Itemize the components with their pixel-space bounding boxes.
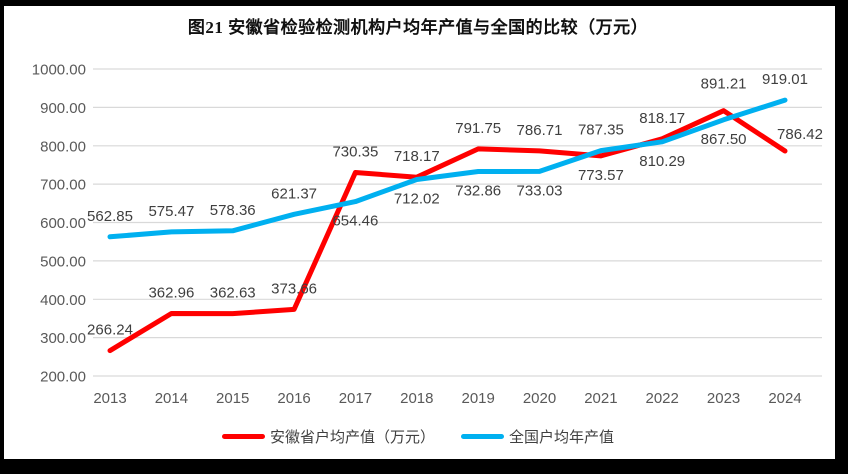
- page-edge-left: [0, 0, 4, 474]
- data-label: 562.85: [87, 208, 133, 225]
- x-tick-label: 2023: [707, 390, 740, 407]
- data-label: 373.66: [271, 280, 317, 297]
- page-edge-bottom: [0, 459, 848, 474]
- data-label: 575.47: [148, 203, 194, 220]
- data-label: 621.37: [271, 185, 317, 202]
- data-label: 786.42: [777, 126, 823, 143]
- x-tick-label: 2020: [523, 390, 556, 407]
- x-tick-label: 2016: [277, 390, 310, 407]
- data-label: 810.29: [639, 153, 685, 170]
- chart-legend: 安徽省户均产值（万元） 全国户均年产值: [0, 426, 836, 447]
- data-label: 818.17: [639, 110, 685, 127]
- x-tick-label: 2024: [768, 390, 801, 407]
- y-tick-label: 500.00: [40, 253, 86, 270]
- data-label: 654.46: [332, 213, 378, 230]
- data-label: 773.57: [578, 167, 624, 184]
- y-tick-label: 800.00: [40, 138, 86, 155]
- page-edge-right: [835, 0, 848, 474]
- data-label: 732.86: [455, 183, 501, 200]
- data-label: 733.03: [517, 182, 563, 199]
- legend-item-national: 全国户均年产值: [461, 426, 614, 447]
- data-label: 786.71: [517, 122, 563, 139]
- legend-item-anhui: 安徽省户均产值（万元）: [221, 426, 435, 447]
- y-tick-label: 200.00: [40, 369, 86, 386]
- data-label: 787.35: [578, 122, 624, 139]
- y-tick-label: 900.00: [40, 100, 86, 117]
- y-tick-label: 1000.00: [32, 62, 86, 79]
- data-label: 266.24: [87, 322, 133, 339]
- x-tick-label: 2014: [155, 390, 188, 407]
- data-label: 791.75: [455, 120, 501, 137]
- legend-label-national: 全国户均年产值: [509, 429, 615, 446]
- data-label: 362.63: [210, 285, 256, 302]
- data-label: 891.21: [701, 76, 747, 93]
- legend-swatch-national-line: [461, 434, 504, 439]
- y-tick-label: 600.00: [40, 215, 86, 232]
- data-label: 362.96: [148, 285, 194, 302]
- series-line-0: [107, 108, 788, 354]
- x-tick-label: 2018: [400, 390, 433, 407]
- series-line-1: [107, 97, 788, 240]
- data-label: 712.02: [394, 191, 440, 208]
- data-label: 919.01: [762, 71, 808, 88]
- y-tick-label: 400.00: [40, 292, 86, 309]
- legend-label-anhui: 安徽省户均产值（万元）: [269, 429, 435, 446]
- x-tick-label: 2015: [216, 390, 249, 407]
- x-tick-label: 2017: [339, 390, 372, 407]
- x-tick-label: 2019: [462, 390, 495, 407]
- data-label: 730.35: [332, 144, 378, 161]
- x-tick-label: 2013: [93, 390, 126, 407]
- chart-title: 图21 安徽省检验检测机构户均年产值与全国的比较（万元）: [187, 18, 649, 37]
- data-label: 718.17: [394, 148, 440, 165]
- legend-swatch-anhui-line: [221, 434, 265, 439]
- y-tick-label: 700.00: [40, 177, 86, 194]
- data-label: 578.36: [210, 202, 256, 219]
- x-tick-label: 2021: [584, 390, 617, 407]
- x-tick-label: 2022: [646, 390, 679, 407]
- data-label: 867.50: [701, 131, 747, 148]
- y-tick-label: 300.00: [40, 330, 86, 347]
- page-edge-top: [0, 0, 848, 6]
